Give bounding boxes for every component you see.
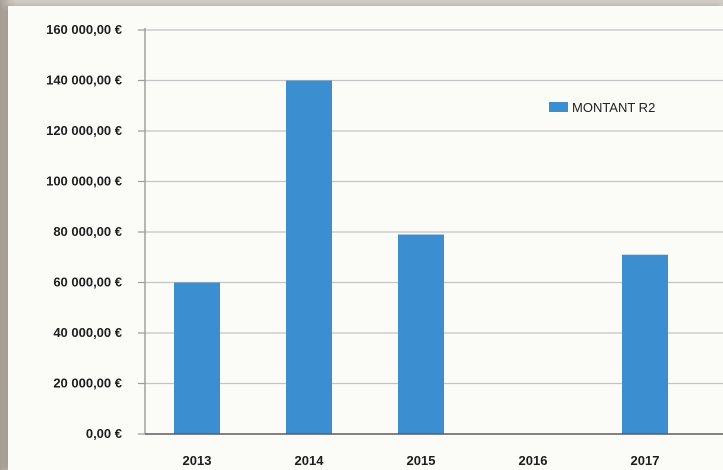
y-tick-label: 40 000,00 €	[53, 325, 122, 340]
y-tick-label: 60 000,00 €	[53, 275, 122, 290]
y-tick-label: 160 000,00 €	[46, 22, 122, 37]
y-tick-label: 80 000,00 €	[53, 224, 122, 239]
legend-swatch	[549, 102, 568, 112]
bar-2013	[174, 282, 220, 434]
y-tick-label: 20 000,00 €	[53, 376, 122, 391]
legend-label: MONTANT R2	[572, 100, 655, 115]
x-tick-label: 2016	[519, 453, 548, 468]
bar-2015	[398, 234, 444, 434]
y-tick-label: 120 000,00 €	[46, 123, 122, 138]
x-tick-label: 2015	[407, 453, 436, 468]
y-tick-label: 0,00 €	[86, 426, 122, 441]
x-tick-label: 2017	[631, 453, 660, 468]
y-tick-label: 100 000,00 €	[46, 174, 122, 189]
x-tick-label: 2014	[295, 453, 325, 468]
x-tick-label: 2013	[183, 453, 212, 468]
y-tick-label: 140 000,00 €	[46, 73, 122, 88]
bar-2017	[622, 254, 668, 434]
chart-paper	[8, 6, 723, 470]
bar-2014	[286, 80, 332, 434]
